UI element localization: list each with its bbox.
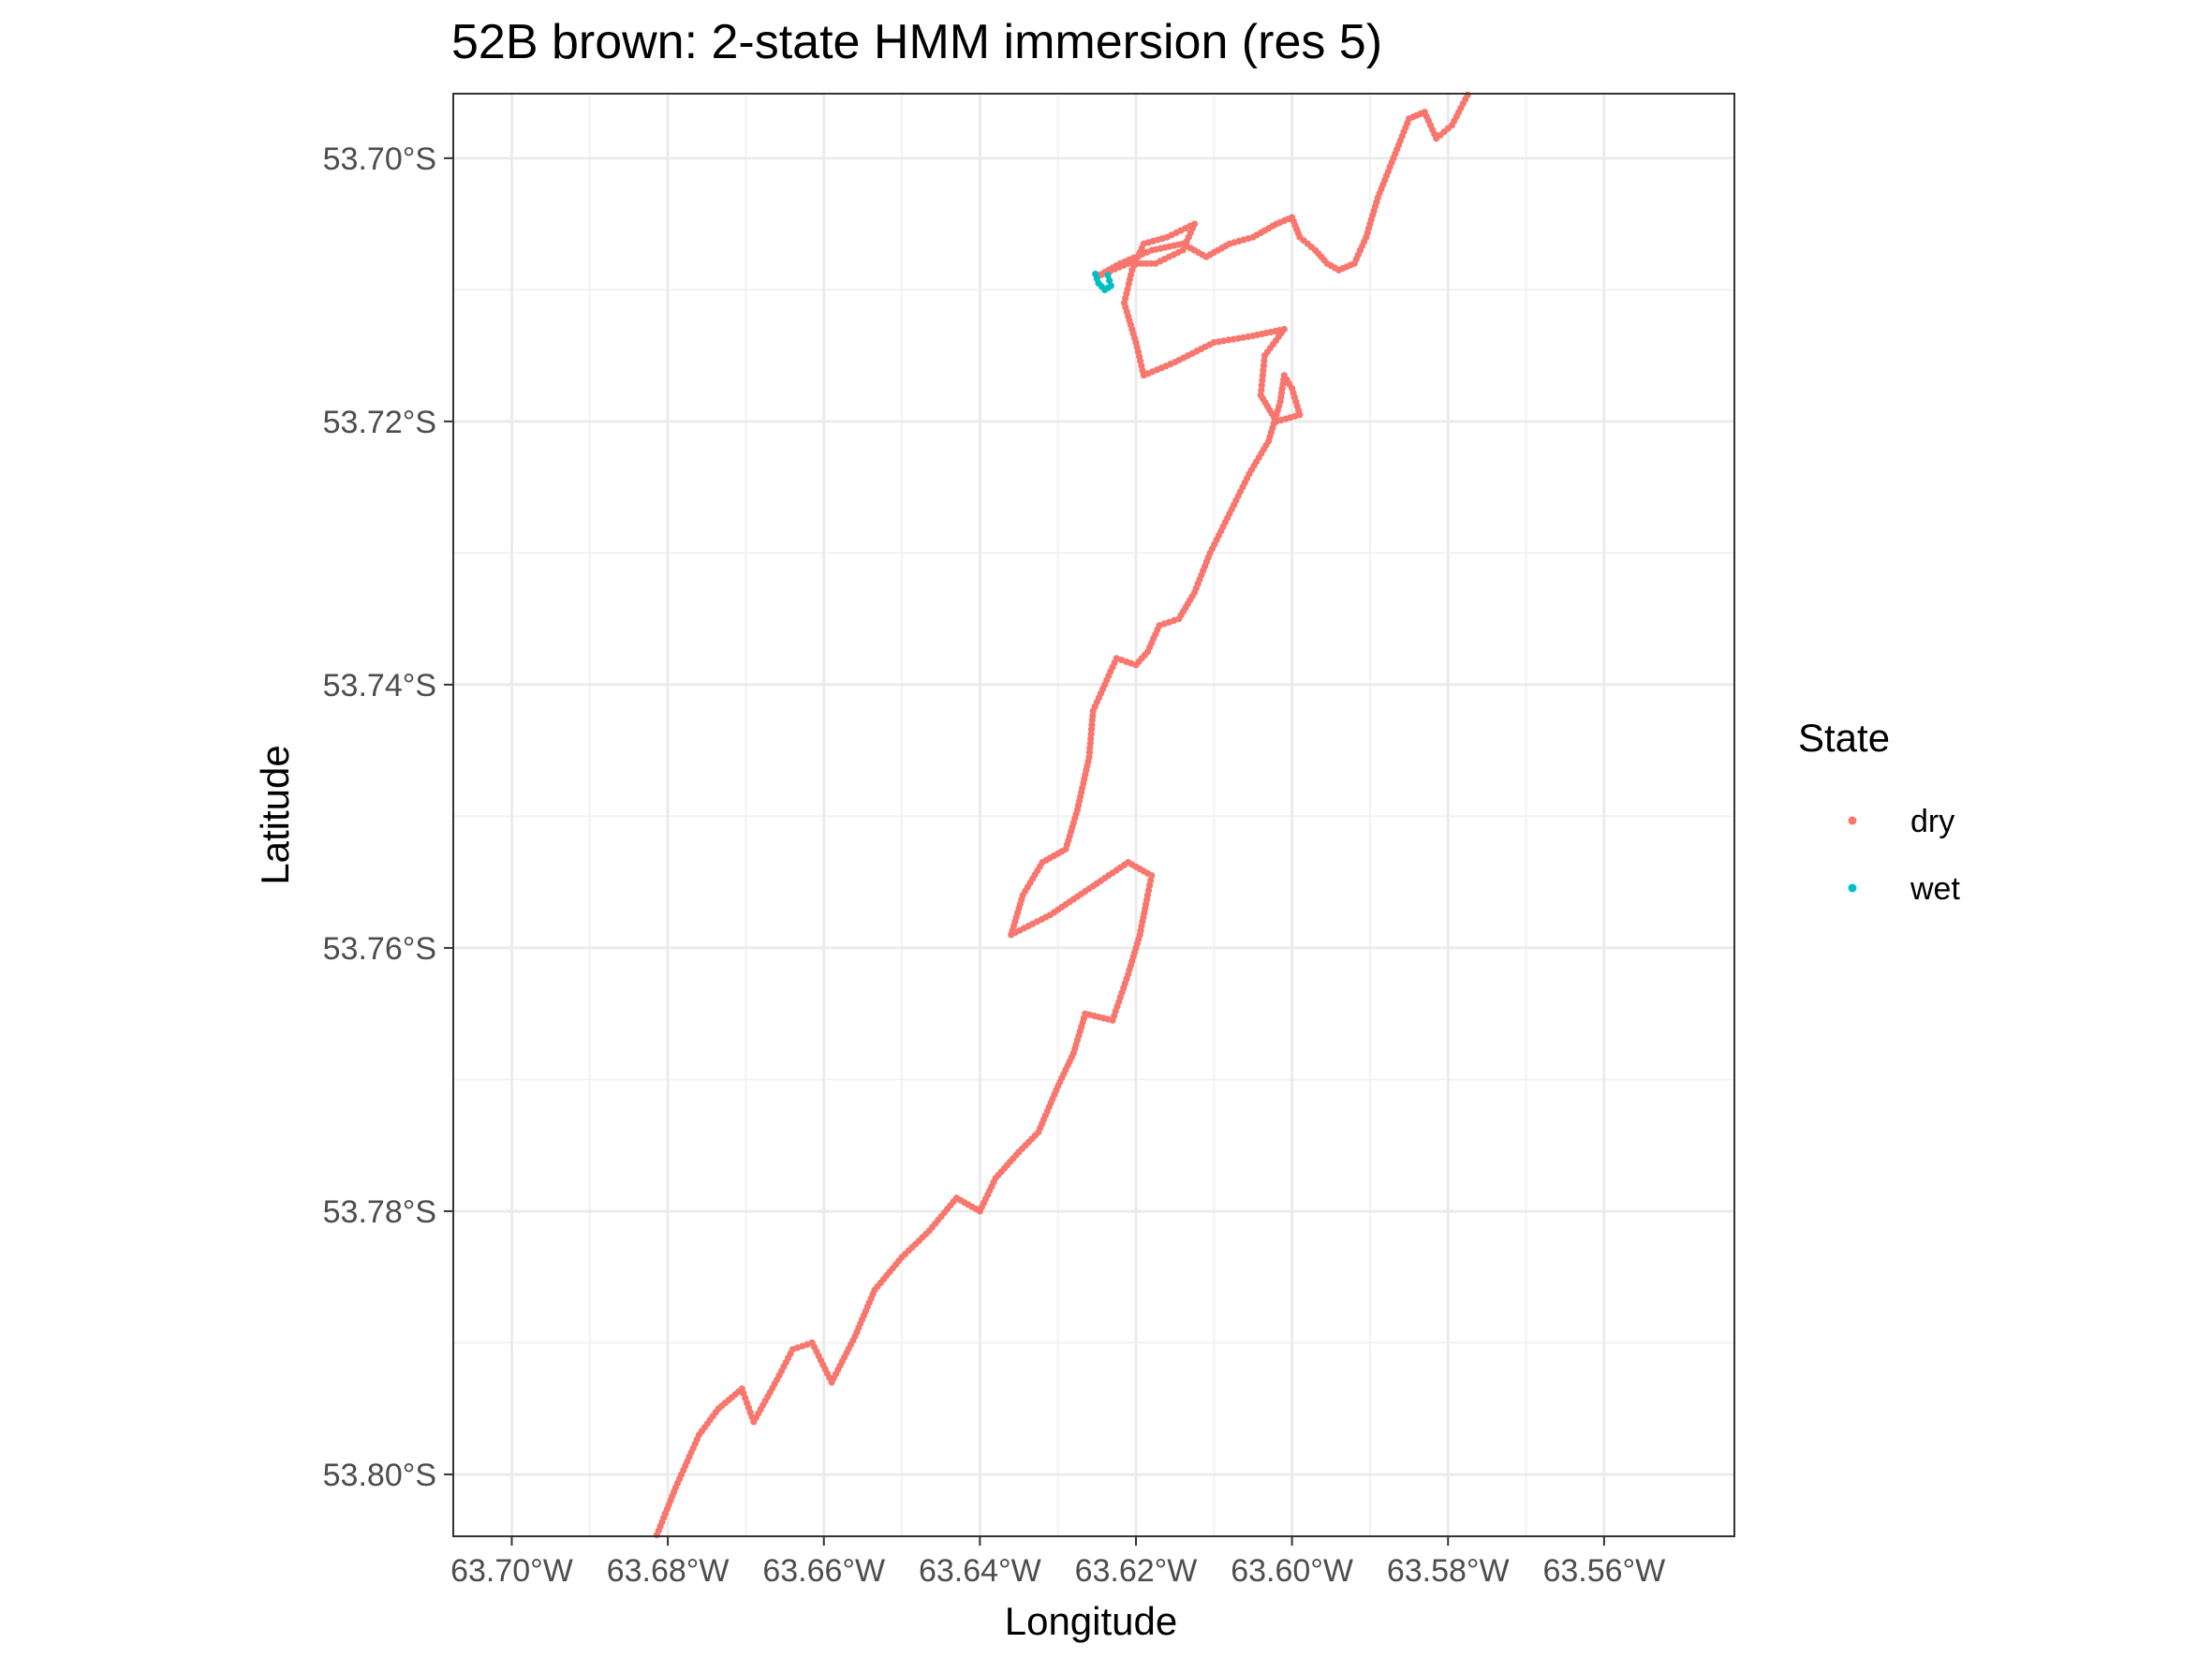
legend-title: State (1798, 716, 1890, 760)
legend-key-dry (1849, 817, 1857, 825)
y-tick-label: 53.76°S (323, 931, 436, 967)
x-tick-label: 63.68°W (607, 1553, 730, 1589)
x-tick-label: 63.56°W (1542, 1553, 1665, 1589)
data-point-dry (1465, 92, 1471, 98)
y-tick-label: 53.72°S (323, 405, 436, 440)
x-tick-label: 63.62°W (1075, 1553, 1198, 1589)
legend-key-wet (1849, 884, 1857, 893)
x-tick-label: 63.60°W (1231, 1553, 1353, 1589)
y-tick-label: 53.74°S (323, 668, 436, 704)
y-tick-label: 53.78°S (323, 1194, 436, 1230)
x-axis-title: Longitude (1005, 1599, 1178, 1643)
x-tick-label: 63.58°W (1387, 1553, 1510, 1589)
y-tick-label: 53.70°S (323, 141, 436, 177)
legend-label-wet: wet (1910, 871, 1960, 907)
y-axis-title: Latitude (253, 745, 297, 884)
y-tick-label: 53.80°S (323, 1458, 436, 1493)
chart-title: 52B brown: 2-state HMM immersion (res 5) (451, 15, 1382, 69)
x-tick-label: 63.66°W (762, 1553, 885, 1589)
data-point-wet (1104, 272, 1111, 278)
legend-label-dry: dry (1910, 804, 1954, 839)
x-tick-label: 63.70°W (450, 1553, 573, 1589)
x-tick-label: 63.64°W (919, 1553, 1041, 1589)
